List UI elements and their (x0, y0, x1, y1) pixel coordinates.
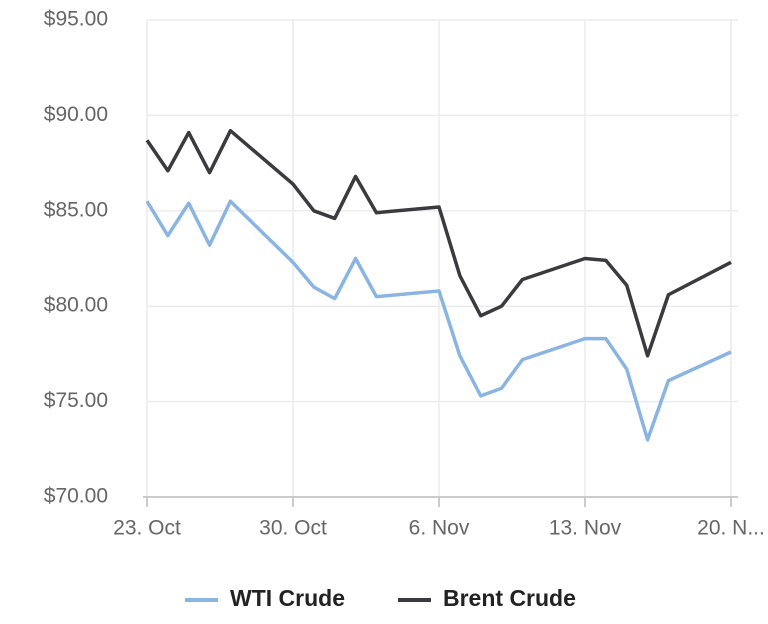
legend-label[interactable]: WTI Crude (230, 585, 345, 611)
y-tick-label: $85.00 (44, 198, 108, 221)
y-tick-label: $75.00 (44, 389, 108, 412)
x-tick-label: 13. Nov (549, 517, 622, 540)
x-tick-label: 6. Nov (409, 517, 470, 540)
legend-label[interactable]: Brent Crude (443, 585, 576, 611)
y-tick-label: $90.00 (44, 103, 108, 126)
series-line (145, 199, 732, 442)
x-tick-label: 30. Oct (259, 517, 327, 540)
y-tick-label: $80.00 (44, 294, 108, 317)
y-tick-label: $70.00 (44, 485, 108, 508)
y-tick-label: $95.00 (44, 8, 108, 31)
x-tick-label: 20. N... (697, 517, 765, 540)
x-tick-label: 23. Oct (113, 517, 181, 540)
series-line (145, 128, 732, 358)
